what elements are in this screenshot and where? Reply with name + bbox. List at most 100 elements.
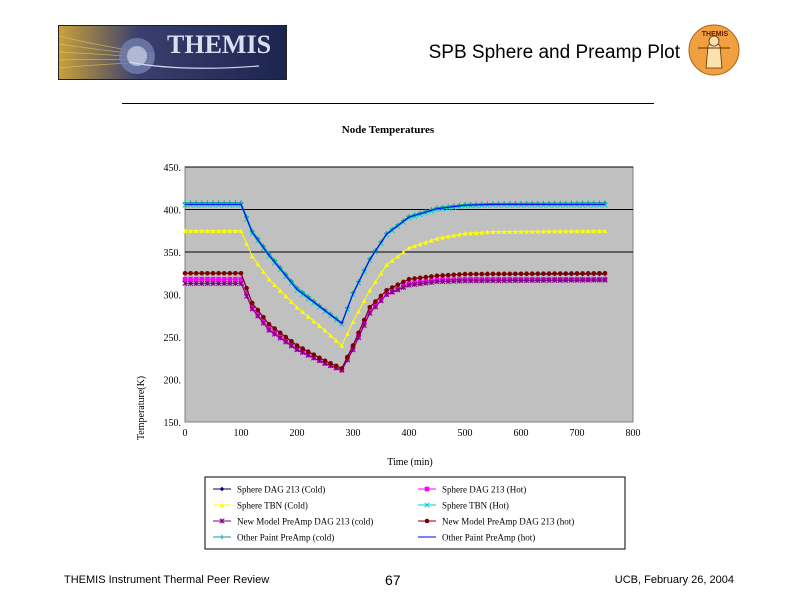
data-point — [563, 228, 569, 234]
data-point — [440, 204, 445, 210]
data-point — [317, 355, 322, 361]
legend-marker — [424, 486, 430, 492]
data-point — [518, 277, 524, 284]
data-point — [277, 288, 283, 293]
data-point — [378, 270, 384, 276]
data-point — [233, 276, 238, 282]
data-point — [199, 270, 205, 276]
data-point — [299, 349, 306, 356]
data-point — [596, 202, 603, 208]
data-point — [373, 279, 378, 285]
data-point — [216, 276, 221, 282]
data-point — [467, 278, 474, 284]
data-point — [221, 270, 227, 276]
data-point — [602, 270, 608, 276]
data-point — [440, 235, 445, 240]
data-point — [535, 277, 541, 284]
data-point — [395, 282, 401, 288]
data-point — [261, 269, 266, 274]
series-4 — [182, 277, 608, 373]
data-point — [501, 278, 507, 284]
chart-title: Node Temperatures — [342, 124, 435, 136]
data-point — [238, 280, 244, 287]
data-point — [383, 291, 390, 298]
footer-right-text: UCB, February 26, 2004 — [614, 574, 734, 586]
data-point — [367, 287, 373, 293]
data-point — [215, 202, 222, 208]
y-tick-label: 450. — [164, 163, 182, 174]
data-point — [193, 270, 199, 276]
data-point — [417, 241, 423, 247]
data-point — [552, 271, 557, 276]
data-point — [574, 202, 580, 208]
data-point — [249, 253, 255, 259]
data-point — [574, 271, 580, 276]
data-point — [597, 270, 602, 276]
legend-label: Other Paint PreAmp (cold) — [237, 533, 334, 543]
data-point — [563, 271, 569, 276]
data-point — [490, 278, 496, 284]
data-point — [210, 202, 216, 208]
data-point — [215, 280, 222, 287]
data-point — [591, 277, 597, 283]
data-point — [345, 331, 350, 336]
themis-logo-right: THEMIS — [688, 24, 740, 76]
data-point — [501, 229, 507, 234]
data-point — [490, 201, 496, 206]
data-point — [602, 228, 608, 234]
data-point — [428, 279, 435, 286]
data-point — [188, 270, 193, 276]
data-point — [462, 202, 468, 207]
data-point — [193, 276, 199, 282]
data-point — [518, 229, 524, 234]
data-point — [266, 276, 272, 282]
legend-marker — [219, 518, 225, 524]
data-point — [557, 228, 563, 234]
data-point — [541, 228, 546, 234]
data-point — [529, 277, 535, 284]
data-point — [479, 201, 485, 207]
data-point — [512, 277, 519, 284]
data-point — [395, 253, 401, 259]
data-point — [205, 270, 210, 276]
data-point — [238, 276, 244, 282]
legend-label: Sphere DAG 213 (Hot) — [442, 485, 526, 495]
data-point — [507, 277, 513, 284]
legend-item-1: Sphere DAG 213 (Hot) — [418, 485, 526, 495]
data-point — [501, 201, 507, 206]
data-point — [423, 274, 429, 280]
legend-item-4: New Model PreAmp DAG 213 (cold) — [213, 517, 373, 527]
data-point — [333, 363, 339, 369]
data-point — [266, 327, 272, 333]
data-point — [288, 343, 295, 349]
data-point — [199, 280, 205, 287]
data-point — [591, 202, 597, 208]
data-point — [221, 276, 227, 282]
legend-label: New Model PreAmp DAG 213 (cold) — [237, 517, 373, 527]
data-point — [260, 320, 267, 326]
data-point — [199, 276, 205, 282]
data-point — [445, 204, 451, 209]
legend-marker — [424, 518, 430, 524]
data-point — [300, 346, 305, 351]
x-tick-label: 100 — [234, 428, 249, 439]
logo-left-text: THEMIS — [167, 30, 271, 59]
data-point — [563, 277, 569, 283]
x-axis-label: Time (min) — [387, 457, 432, 468]
legend-marker — [219, 502, 225, 508]
data-point — [479, 229, 485, 235]
data-point — [345, 354, 350, 360]
data-point — [423, 280, 429, 286]
data-point — [585, 277, 591, 283]
data-point — [305, 349, 311, 354]
data-point — [412, 276, 417, 281]
data-point — [216, 228, 221, 234]
legend-item-0: Sphere DAG 213 (Cold) — [213, 485, 325, 495]
data-point — [266, 321, 272, 327]
data-point — [513, 229, 518, 234]
data-point — [434, 279, 440, 285]
data-point — [496, 201, 501, 206]
legend-item-7: Other Paint PreAmp (hot) — [418, 533, 535, 543]
data-point — [277, 330, 283, 336]
data-point — [440, 273, 445, 278]
